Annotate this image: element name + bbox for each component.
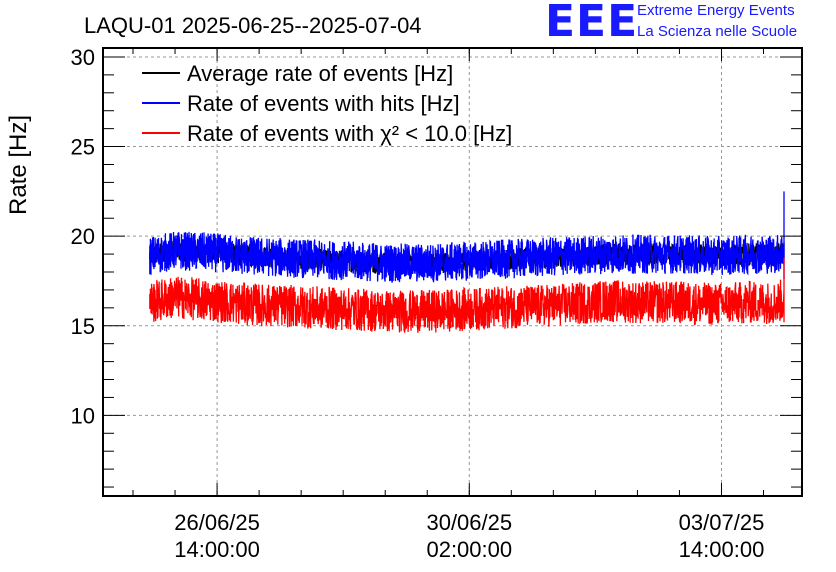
legend-label-2: Rate of events with χ² < 10.0 [Hz]	[187, 121, 512, 146]
logo-line-1: Extreme Energy Events	[637, 2, 795, 19]
y-tick-label-15: 15	[71, 314, 95, 339]
series-line-2	[149, 257, 785, 333]
series-layer	[149, 191, 785, 333]
axis-ticks	[103, 48, 802, 496]
x-tick-date-1: 30/06/25	[426, 510, 512, 535]
series-line-1	[149, 191, 785, 283]
y-tick-label-30: 30	[71, 45, 95, 70]
y-tick-label-25: 25	[71, 135, 95, 160]
chart-title: LAQU-01 2025-06-25--2025-07-04	[84, 13, 422, 38]
x-tick-date-0: 26/06/25	[174, 510, 260, 535]
axis-labels: 101520253026/06/2514:00:0030/06/2502:00:…	[71, 45, 765, 562]
y-tick-label-20: 20	[71, 224, 95, 249]
legend-label-0: Average rate of events [Hz]	[187, 61, 453, 86]
eee-logo: EEE	[545, 0, 639, 47]
x-tick-time-0: 14:00:00	[174, 537, 260, 562]
y-axis-label: Rate [Hz]	[5, 115, 32, 215]
x-tick-time-1: 02:00:00	[426, 537, 512, 562]
legend: Average rate of events [Hz] Rate of event…	[142, 61, 512, 146]
y-tick-label-10: 10	[71, 403, 95, 428]
x-tick-time-2: 14:00:00	[679, 537, 765, 562]
logo-line-2: La Scienza nelle Scuole	[637, 23, 798, 40]
x-tick-date-2: 03/07/25	[679, 510, 765, 535]
legend-label-1: Rate of events with hits [Hz]	[187, 91, 460, 116]
